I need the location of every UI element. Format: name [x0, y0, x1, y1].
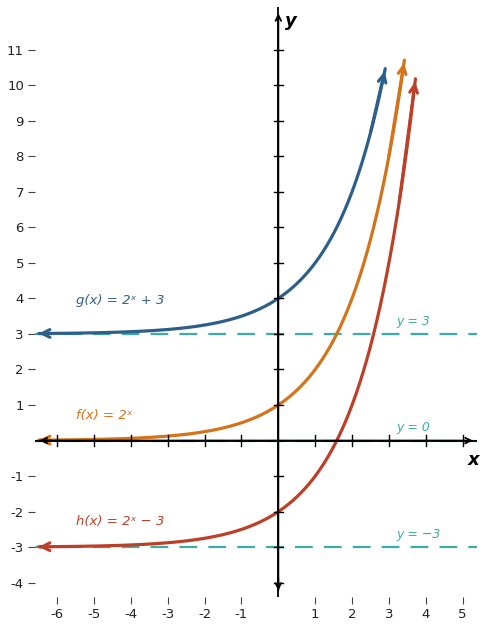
Text: y: y: [285, 13, 297, 30]
Text: f(x) = 2ˣ: f(x) = 2ˣ: [75, 409, 132, 422]
Text: h(x) = 2ˣ − 3: h(x) = 2ˣ − 3: [75, 514, 164, 528]
Text: y = −3: y = −3: [396, 528, 441, 541]
Text: g(x) = 2ˣ + 3: g(x) = 2ˣ + 3: [75, 295, 164, 307]
Text: y = 0: y = 0: [396, 421, 430, 434]
Text: y = 3: y = 3: [396, 315, 430, 328]
Text: x: x: [468, 450, 480, 468]
